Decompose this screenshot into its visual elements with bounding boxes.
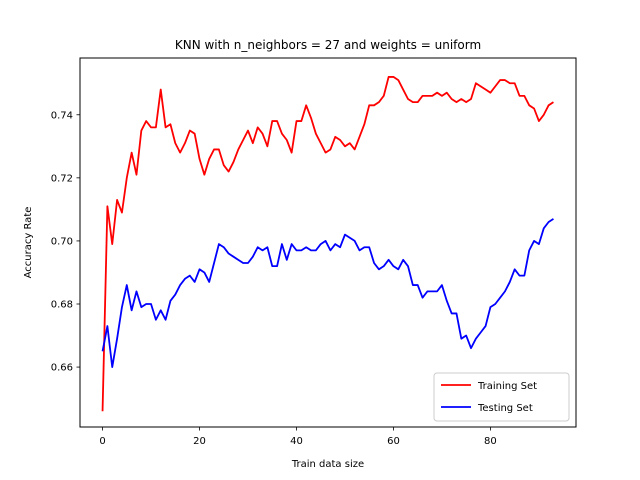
y-tick-label: 0.74 [51, 110, 73, 121]
legend: Training Set Testing Set [433, 372, 570, 422]
x-tick-label: 20 [193, 436, 206, 447]
plot-area [101, 76, 554, 412]
y-tick-label: 0.68 [51, 300, 73, 311]
x-tick-label: 60 [387, 436, 400, 447]
y-axis-label: Accuracy Rate [23, 207, 34, 279]
legend-label-training-set: Training Set [477, 381, 537, 392]
y-tick-label: 0.70 [51, 236, 73, 247]
x-tick-label: 0 [99, 436, 105, 447]
x-tick-label: 40 [290, 436, 303, 447]
y-tick-label: 0.72 [51, 173, 73, 184]
series-line-training-set [101, 76, 554, 412]
series-line-testing-set [101, 218, 554, 368]
legend-label-testing-set: Testing Set [477, 403, 533, 414]
x-axis-label: Train data size [291, 459, 364, 470]
x-tick-label: 80 [484, 436, 497, 447]
series-layer [101, 76, 554, 412]
plot-frame [79, 57, 577, 428]
chart-title: KNN with n_neighbors = 27 and weights = … [175, 38, 481, 52]
y-tick-label: 0.66 [51, 363, 73, 374]
y-axis: 0.66 0.68 0.70 0.72 0.74 [51, 110, 80, 374]
x-axis: 0 20 40 60 80 [99, 427, 497, 447]
